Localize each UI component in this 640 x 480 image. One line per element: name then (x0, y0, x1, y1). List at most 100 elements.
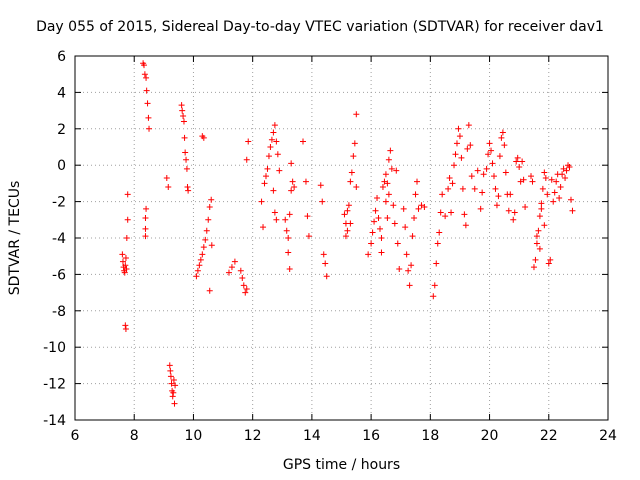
y-tick-label: -8 (52, 304, 66, 320)
data-point (368, 240, 375, 247)
data-point (239, 275, 246, 282)
data-point (452, 151, 459, 158)
data-point (146, 125, 153, 132)
data-point (302, 178, 309, 185)
data-point (283, 227, 290, 234)
data-point (505, 207, 512, 214)
data-point (196, 262, 203, 269)
data-point (225, 269, 232, 276)
data-point (456, 133, 463, 140)
data-point (171, 400, 178, 407)
data-point (510, 216, 517, 223)
data-point (372, 207, 379, 214)
data-point (409, 233, 416, 240)
data-point (490, 173, 497, 180)
data-point (181, 134, 188, 141)
data-point (436, 229, 443, 236)
x-tick-label: 24 (599, 428, 617, 444)
data-point (322, 260, 329, 267)
data-point (480, 171, 487, 178)
data-point (197, 256, 204, 263)
data-point (271, 122, 278, 129)
data-point (378, 249, 385, 256)
data-point (492, 185, 499, 192)
data-point (169, 393, 176, 400)
data-point (434, 240, 441, 247)
data-point (122, 262, 129, 269)
data-point (442, 213, 449, 220)
data-point (548, 176, 555, 183)
y-tick-label: -2 (52, 195, 66, 211)
data-point (496, 153, 503, 160)
data-point (541, 169, 548, 176)
data-point (498, 134, 505, 141)
x-tick-label: 22 (540, 428, 558, 444)
data-point (167, 373, 174, 380)
data-point (431, 282, 438, 289)
data-point (535, 227, 542, 234)
data-point (200, 244, 207, 251)
data-point (405, 267, 412, 274)
y-tick-label: -10 (43, 340, 66, 356)
data-point (533, 240, 540, 247)
data-point (200, 134, 207, 141)
data-point (433, 260, 440, 267)
data-point (369, 229, 376, 236)
data-point (122, 322, 129, 329)
data-point (267, 144, 274, 150)
data-point (347, 178, 354, 185)
data-point (305, 233, 312, 240)
data-point (119, 251, 126, 258)
data-point (451, 162, 458, 169)
data-point (382, 198, 389, 205)
data-point (123, 265, 130, 272)
data-point (557, 184, 564, 191)
data-point (342, 233, 349, 240)
data-point (347, 220, 354, 227)
data-point (208, 196, 215, 203)
x-tick-label: 16 (362, 428, 380, 444)
data-point (167, 367, 174, 374)
data-point (514, 154, 521, 161)
data-point (237, 267, 244, 274)
data-point (553, 178, 560, 185)
data-point (562, 174, 569, 181)
data-point (538, 200, 545, 207)
data-point (499, 129, 506, 136)
data-point (411, 214, 418, 221)
data-point (474, 167, 481, 174)
data-point (536, 213, 543, 220)
data-point (341, 211, 348, 218)
data-point (371, 218, 378, 225)
data-point (530, 264, 537, 271)
data-point (522, 204, 529, 211)
data-point (289, 178, 296, 185)
data-point (550, 198, 557, 205)
data-point (536, 245, 543, 252)
data-point (271, 209, 278, 216)
data-point (276, 167, 283, 174)
data-point (185, 187, 192, 194)
data-point (194, 267, 201, 274)
x-axis-label: GPS time / hours (282, 457, 401, 473)
data-point (258, 198, 265, 205)
data-point (507, 191, 514, 198)
data-point (143, 87, 150, 94)
data-point (242, 289, 249, 296)
data-point (262, 173, 269, 180)
data-point (143, 205, 150, 212)
data-point (144, 100, 151, 107)
data-point (323, 273, 330, 280)
data-point (288, 187, 295, 194)
y-tick-label: -12 (43, 377, 66, 393)
data-point (199, 251, 206, 258)
data-point (245, 138, 252, 145)
data-point (203, 227, 210, 234)
data-point (437, 209, 444, 216)
data-point (142, 233, 149, 240)
data-point (374, 194, 381, 201)
data-point (163, 174, 170, 181)
data-point (479, 189, 486, 196)
